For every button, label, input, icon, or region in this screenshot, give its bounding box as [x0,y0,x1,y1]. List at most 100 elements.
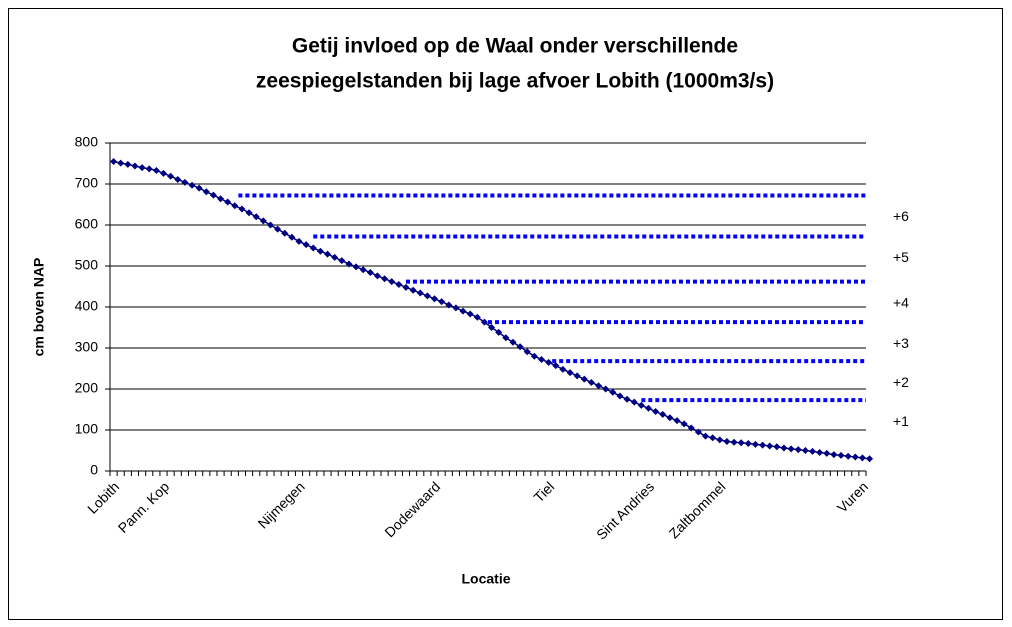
data-point [816,449,824,457]
y-axis-title: cm boven NAP [31,258,47,357]
data-point [559,365,567,373]
data-point [431,295,439,303]
data-point [659,410,667,418]
data-point [566,369,574,377]
data-point [759,441,767,449]
data-point [388,278,396,286]
data-point [702,432,710,440]
data-point [359,266,367,274]
data-point [502,334,510,342]
data-point [466,310,474,318]
data-point [866,455,874,463]
data-point [680,420,688,428]
data-point [630,398,638,406]
data-point [766,442,774,450]
data-point [423,292,431,300]
data-point [666,414,674,422]
data-point [231,202,239,210]
data-point [780,444,788,452]
data-point [858,454,866,462]
data-point [609,388,617,396]
data-point [480,318,488,326]
data-point [801,447,809,454]
data-point [830,451,838,459]
data-point [723,437,731,445]
data-point [787,445,795,453]
data-point [595,382,603,390]
data-point [209,191,217,199]
data-point [295,237,303,245]
data-point [245,209,253,217]
data-point [281,229,289,237]
data-point [545,358,553,366]
reference-label: +2 [893,374,909,390]
data-point [395,280,403,288]
y-tick-label: 0 [90,462,98,478]
data-point [509,338,517,346]
data-point [302,241,310,249]
data-point [381,275,389,283]
data-point [345,260,353,268]
data-point [217,195,225,203]
data-point [331,253,339,261]
data-point [167,172,175,180]
reference-label: +6 [893,208,909,224]
data-point [309,244,317,252]
data-point [373,272,381,280]
reference-label: +3 [893,335,909,351]
data-point [552,362,560,370]
y-tick-label: 600 [75,216,99,232]
data-point [673,417,681,425]
data-point [324,250,332,258]
data-point [737,439,745,447]
data-point [131,162,139,170]
data-point [794,446,802,454]
data-point [730,438,738,446]
data-point [602,385,610,393]
reference-label: +1 [893,413,909,429]
data-point [694,428,702,436]
y-tick-label: 300 [75,339,99,355]
chart-border [8,8,1003,620]
data-point [751,440,759,448]
data-point [844,452,852,460]
data-point [409,286,417,294]
data-point [488,324,496,331]
data-point [266,221,274,229]
y-tick-label: 200 [75,380,99,396]
data-point [159,169,167,177]
y-tick-label: 100 [75,421,99,437]
data-point [537,355,545,363]
data-point [716,436,724,444]
data-point [623,395,631,403]
data-point [366,269,374,277]
data-point [202,188,210,196]
data-point [224,198,232,206]
y-tick-label: 800 [75,134,99,150]
y-tick-label: 500 [75,257,99,273]
data-point [709,434,717,442]
data-point [110,157,118,165]
data-point [644,404,652,412]
data-point [809,447,817,455]
data-point [152,166,160,174]
data-point [124,160,132,168]
chart-title: Getij invloed op de Waal onder verschill… [292,35,738,58]
data-point [145,165,153,173]
data-point [823,449,831,457]
data-point [587,378,595,386]
data-point [352,263,360,271]
x-axis-title: Locatie [461,571,510,587]
data-point [181,178,189,186]
data-point [516,343,524,351]
reference-label: +4 [893,294,909,310]
data-point [402,283,410,291]
data-point [652,408,660,416]
data-point [416,289,424,297]
data-point [316,247,324,255]
y-tick-label: 700 [75,175,99,191]
data-point [452,304,460,312]
data-point [530,352,538,360]
data-point [117,159,125,167]
